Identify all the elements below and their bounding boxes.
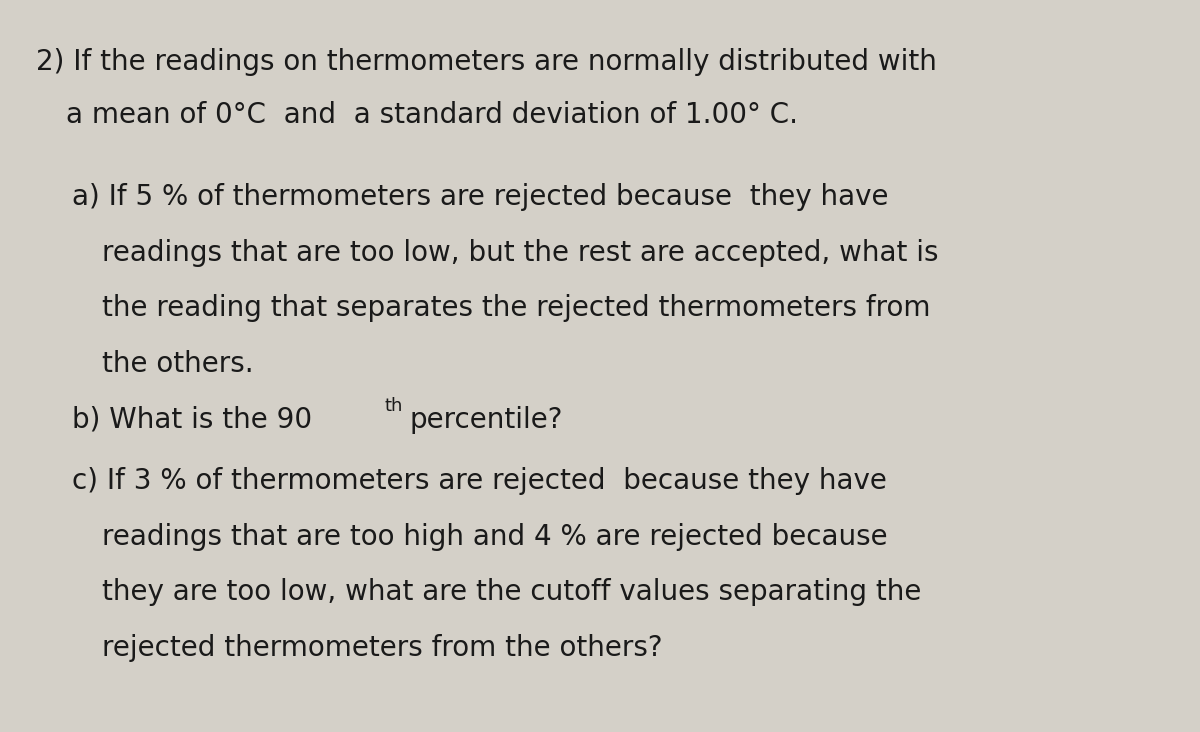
Text: the others.: the others. [102,350,253,378]
Text: percentile?: percentile? [409,406,563,433]
Text: b) What is the 90: b) What is the 90 [72,406,312,433]
Text: a) If 5 % of thermometers are rejected because  they have: a) If 5 % of thermometers are rejected b… [72,183,888,211]
Text: a mean of 0°C  and  a standard deviation of 1.00° C.: a mean of 0°C and a standard deviation o… [66,101,798,129]
Text: c) If 3 % of thermometers are rejected  because they have: c) If 3 % of thermometers are rejected b… [72,467,887,495]
Text: readings that are too low, but the rest are accepted, what is: readings that are too low, but the rest … [102,239,938,266]
Text: they are too low, what are the cutoff values separating the: they are too low, what are the cutoff va… [102,578,922,606]
Text: rejected thermometers from the others?: rejected thermometers from the others? [102,634,662,662]
Text: th: th [384,397,403,415]
Text: 2) If the readings on thermometers are normally distributed with: 2) If the readings on thermometers are n… [36,48,937,75]
Text: the reading that separates the rejected thermometers from: the reading that separates the rejected … [102,294,930,322]
Text: readings that are too high and 4 % are rejected because: readings that are too high and 4 % are r… [102,523,888,550]
